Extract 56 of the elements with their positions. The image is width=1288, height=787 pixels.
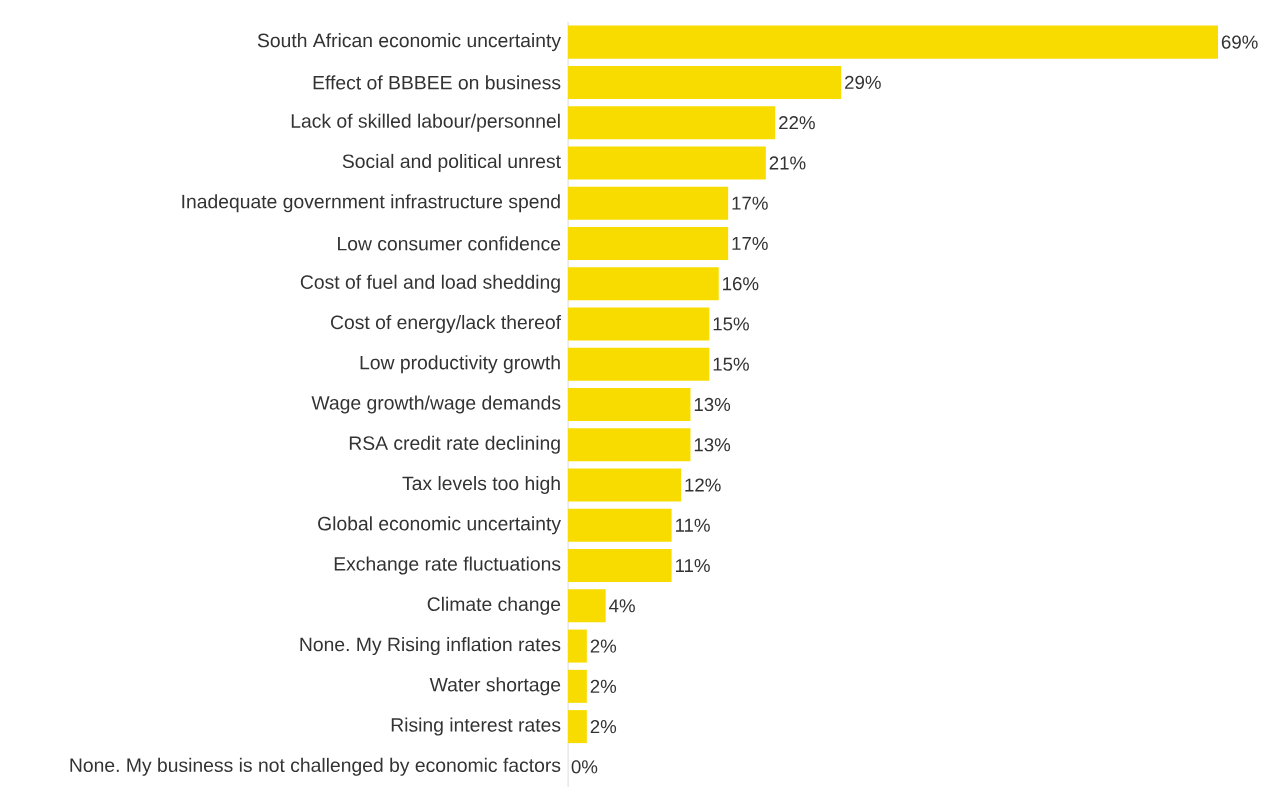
data-label: 21% [769, 156, 806, 170]
y-tick-label: Lack of skilled labour/personnel [291, 113, 560, 132]
data-label: 22% [779, 115, 815, 130]
data-label: 17% [732, 236, 768, 250]
data-label: 2% [590, 679, 617, 693]
bar [568, 347, 710, 381]
data-label: 12% [685, 478, 721, 492]
bar [568, 589, 606, 623]
data-label: 2% [590, 719, 617, 734]
y-tick-label: None. My Rising inflation rates [300, 636, 561, 655]
y-tick-label: Effect of BBBEE on business [313, 75, 561, 90]
y-tick-label: Cost of fuel and load shedding [300, 274, 560, 293]
bar [568, 548, 672, 582]
bar [568, 508, 672, 542]
data-label: 69% [1221, 35, 1258, 49]
y-tick-label: Tax levels too high [402, 475, 560, 494]
y-tick-label: Inadequate government infrastructure spend [182, 194, 560, 213]
data-label: 16% [723, 276, 759, 291]
bar [568, 669, 587, 703]
y-tick-label: Social and political unrest [342, 153, 561, 172]
bar [568, 709, 587, 743]
y-tick-label: South African economic uncertainty [257, 32, 561, 52]
data-label: 15% [713, 357, 749, 371]
y-tick-label: Cost of energy/lack thereof [331, 314, 562, 333]
data-label: 13% [694, 397, 731, 411]
y-tick-label: Rising interest rates [391, 717, 561, 736]
y-tick-label: RSA credit rate declining [349, 435, 560, 454]
bar [568, 428, 691, 462]
data-label: 11% [675, 518, 710, 532]
data-label: 13% [694, 438, 731, 452]
bar [568, 186, 729, 220]
bar [568, 65, 842, 99]
bar [568, 387, 691, 421]
y-tick-label: Global economic uncertainty [318, 516, 561, 535]
bar [568, 267, 719, 301]
y-tick-label: Wage growth/wage demands [311, 395, 561, 414]
data-label: 29% [845, 75, 881, 89]
y-tick-label: Low productivity growth [360, 355, 560, 374]
y-tick-label: Climate change [427, 596, 561, 615]
y-tick-label: Low consumer confidence [338, 236, 561, 251]
y-tick-label: None. My business is not challenged by economic factors [70, 757, 561, 776]
y-tick-label: Water shortage [429, 677, 561, 696]
data-label: 17% [732, 196, 768, 210]
data-label: 11% [675, 558, 710, 572]
data-label: 2% [590, 639, 617, 653]
bar [568, 629, 587, 663]
bar [568, 468, 682, 502]
bar [568, 146, 766, 180]
bar [568, 106, 776, 140]
bar [568, 25, 1219, 59]
y-tick-label: Exchange rate fluctuations [334, 556, 561, 575]
bar [568, 307, 710, 341]
bar [568, 226, 729, 260]
data-label: 15% [713, 317, 749, 331]
data-label: 0% [571, 760, 598, 774]
data-label: 4% [609, 599, 635, 613]
